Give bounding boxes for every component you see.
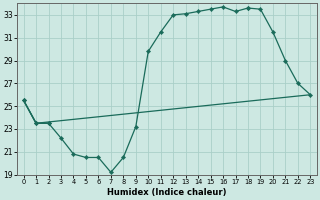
- X-axis label: Humidex (Indice chaleur): Humidex (Indice chaleur): [107, 188, 227, 197]
